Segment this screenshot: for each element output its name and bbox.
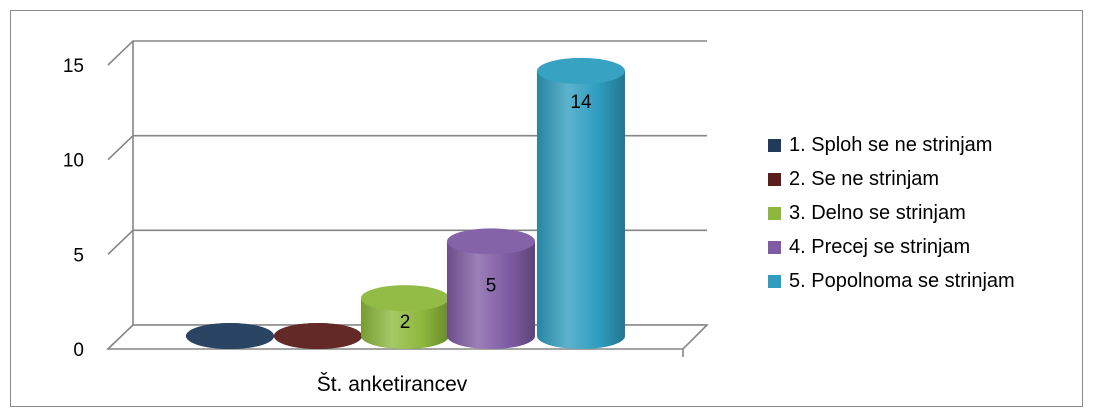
legend-label: 4. Precej se strinjam: [789, 235, 971, 258]
y-tick-label: 0: [73, 340, 84, 361]
legend-label: 1. Sploh se ne strinjam: [789, 133, 993, 156]
bar-body: [361, 298, 449, 349]
data-label: 5: [486, 276, 497, 297]
bar-top: [361, 285, 449, 312]
category-label: Št. anketirancev: [317, 373, 468, 396]
data-label: 14: [570, 92, 592, 113]
bars: [186, 57, 625, 349]
legend-label: 2. Se ne strinjam: [789, 167, 940, 190]
bar-top: [274, 323, 362, 349]
legend: 1. Sploh se ne strinjam 2. Se ne strinja…: [768, 128, 1088, 298]
y-tick-label: 5: [73, 245, 84, 266]
legend-swatch: [768, 240, 781, 254]
bar: [361, 285, 449, 349]
legend-item: 1. Sploh se ne strinjam: [768, 128, 1088, 162]
bar: [447, 228, 535, 349]
bar-top: [447, 228, 535, 255]
legend-item: 2. Se ne strinjam: [768, 162, 1088, 196]
legend-item: 4. Precej se strinjam: [768, 230, 1088, 264]
legend-item: 5. Popolnoma se strinjam: [768, 264, 1088, 298]
legend-label: 5. Popolnoma se strinjam: [789, 269, 1015, 292]
bar-body: [447, 241, 535, 349]
data-label: 2: [400, 312, 411, 333]
bar: [537, 57, 625, 349]
legend-item: 3. Delno se strinjam: [768, 196, 1088, 230]
legend-swatch: [768, 206, 781, 220]
y-axis-ticks: 0 5 10 15: [63, 56, 84, 361]
legend-swatch: [768, 274, 781, 288]
gridline: [107, 40, 707, 66]
bar-top: [537, 57, 625, 84]
legend-swatch: [768, 172, 781, 186]
bar-body: [537, 70, 625, 349]
bar: [274, 323, 362, 349]
data-labels: 2 5 14: [400, 92, 592, 333]
y-tick-label: 15: [63, 56, 84, 77]
bar: [186, 323, 274, 349]
y-tick-label: 10: [63, 151, 84, 172]
legend-swatch: [768, 138, 781, 152]
legend-label: 3. Delno se strinjam: [789, 201, 966, 224]
bar-top: [186, 323, 274, 349]
